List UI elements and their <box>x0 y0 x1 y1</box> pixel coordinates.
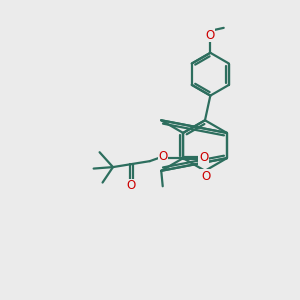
Text: O: O <box>158 151 167 164</box>
Text: O: O <box>127 179 136 192</box>
Text: O: O <box>199 151 208 164</box>
Text: O: O <box>201 170 210 183</box>
Text: O: O <box>205 29 214 42</box>
